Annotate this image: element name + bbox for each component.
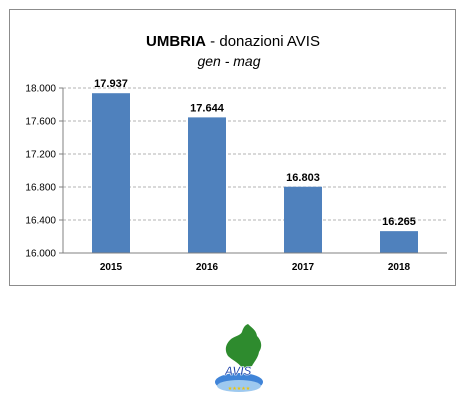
x-tick-label-2016: 2016 — [196, 262, 219, 273]
avis-logo: AVIS ★★★★★ — [208, 322, 268, 396]
y-tick-label: 16.000 — [25, 249, 56, 260]
x-tick-label-2018: 2018 — [388, 262, 411, 273]
y-tick-label: 18.000 — [25, 84, 56, 95]
umbria-region-shape — [225, 324, 262, 368]
chart-title: UMBRIA - donazioni AVIS — [146, 33, 320, 50]
avis-logo-graphic: AVIS ★★★★★ — [215, 324, 263, 392]
y-tick-label: 16.400 — [25, 216, 56, 227]
x-tick-label-2015: 2015 — [100, 262, 123, 273]
y-tick-label: 16.800 — [25, 183, 56, 194]
chart-title-rest: - donazioni AVIS — [206, 33, 320, 50]
y-tick-label: 17.200 — [25, 150, 56, 161]
grid-lines — [63, 87, 447, 221]
data-label-2015: 17.937 — [94, 78, 128, 90]
data-label-2017: 16.803 — [286, 172, 320, 184]
stars-icon: ★★★★★ — [228, 386, 251, 392]
data-label-2018: 16.265 — [382, 216, 416, 228]
chart-subtitle: gen - mag — [197, 53, 260, 69]
bar-2018 — [380, 231, 418, 253]
bar-chart: UMBRIA - donazioni AVIS gen - mag 16.000… — [25, 33, 447, 273]
labels: 16.000 16.400 16.800 17.200 17.600 18.000 17.9… — [25, 78, 415, 273]
x-tick-label-2017: 2017 — [292, 262, 315, 273]
wave-highlight — [217, 380, 261, 392]
bar-2017 — [284, 186, 322, 253]
bar-2016 — [188, 117, 226, 254]
y-tick-label: 17.600 — [25, 117, 56, 128]
avis-logo-text: AVIS — [223, 364, 251, 378]
chart-frame: UMBRIA - donazioni AVIS gen - mag 16.000… — [9, 9, 456, 286]
data-label-2016: 17.644 — [190, 102, 225, 114]
chart-title-region: UMBRIA — [146, 33, 206, 50]
bars — [92, 93, 418, 254]
axes — [59, 87, 447, 254]
bar-2015 — [92, 93, 130, 253]
